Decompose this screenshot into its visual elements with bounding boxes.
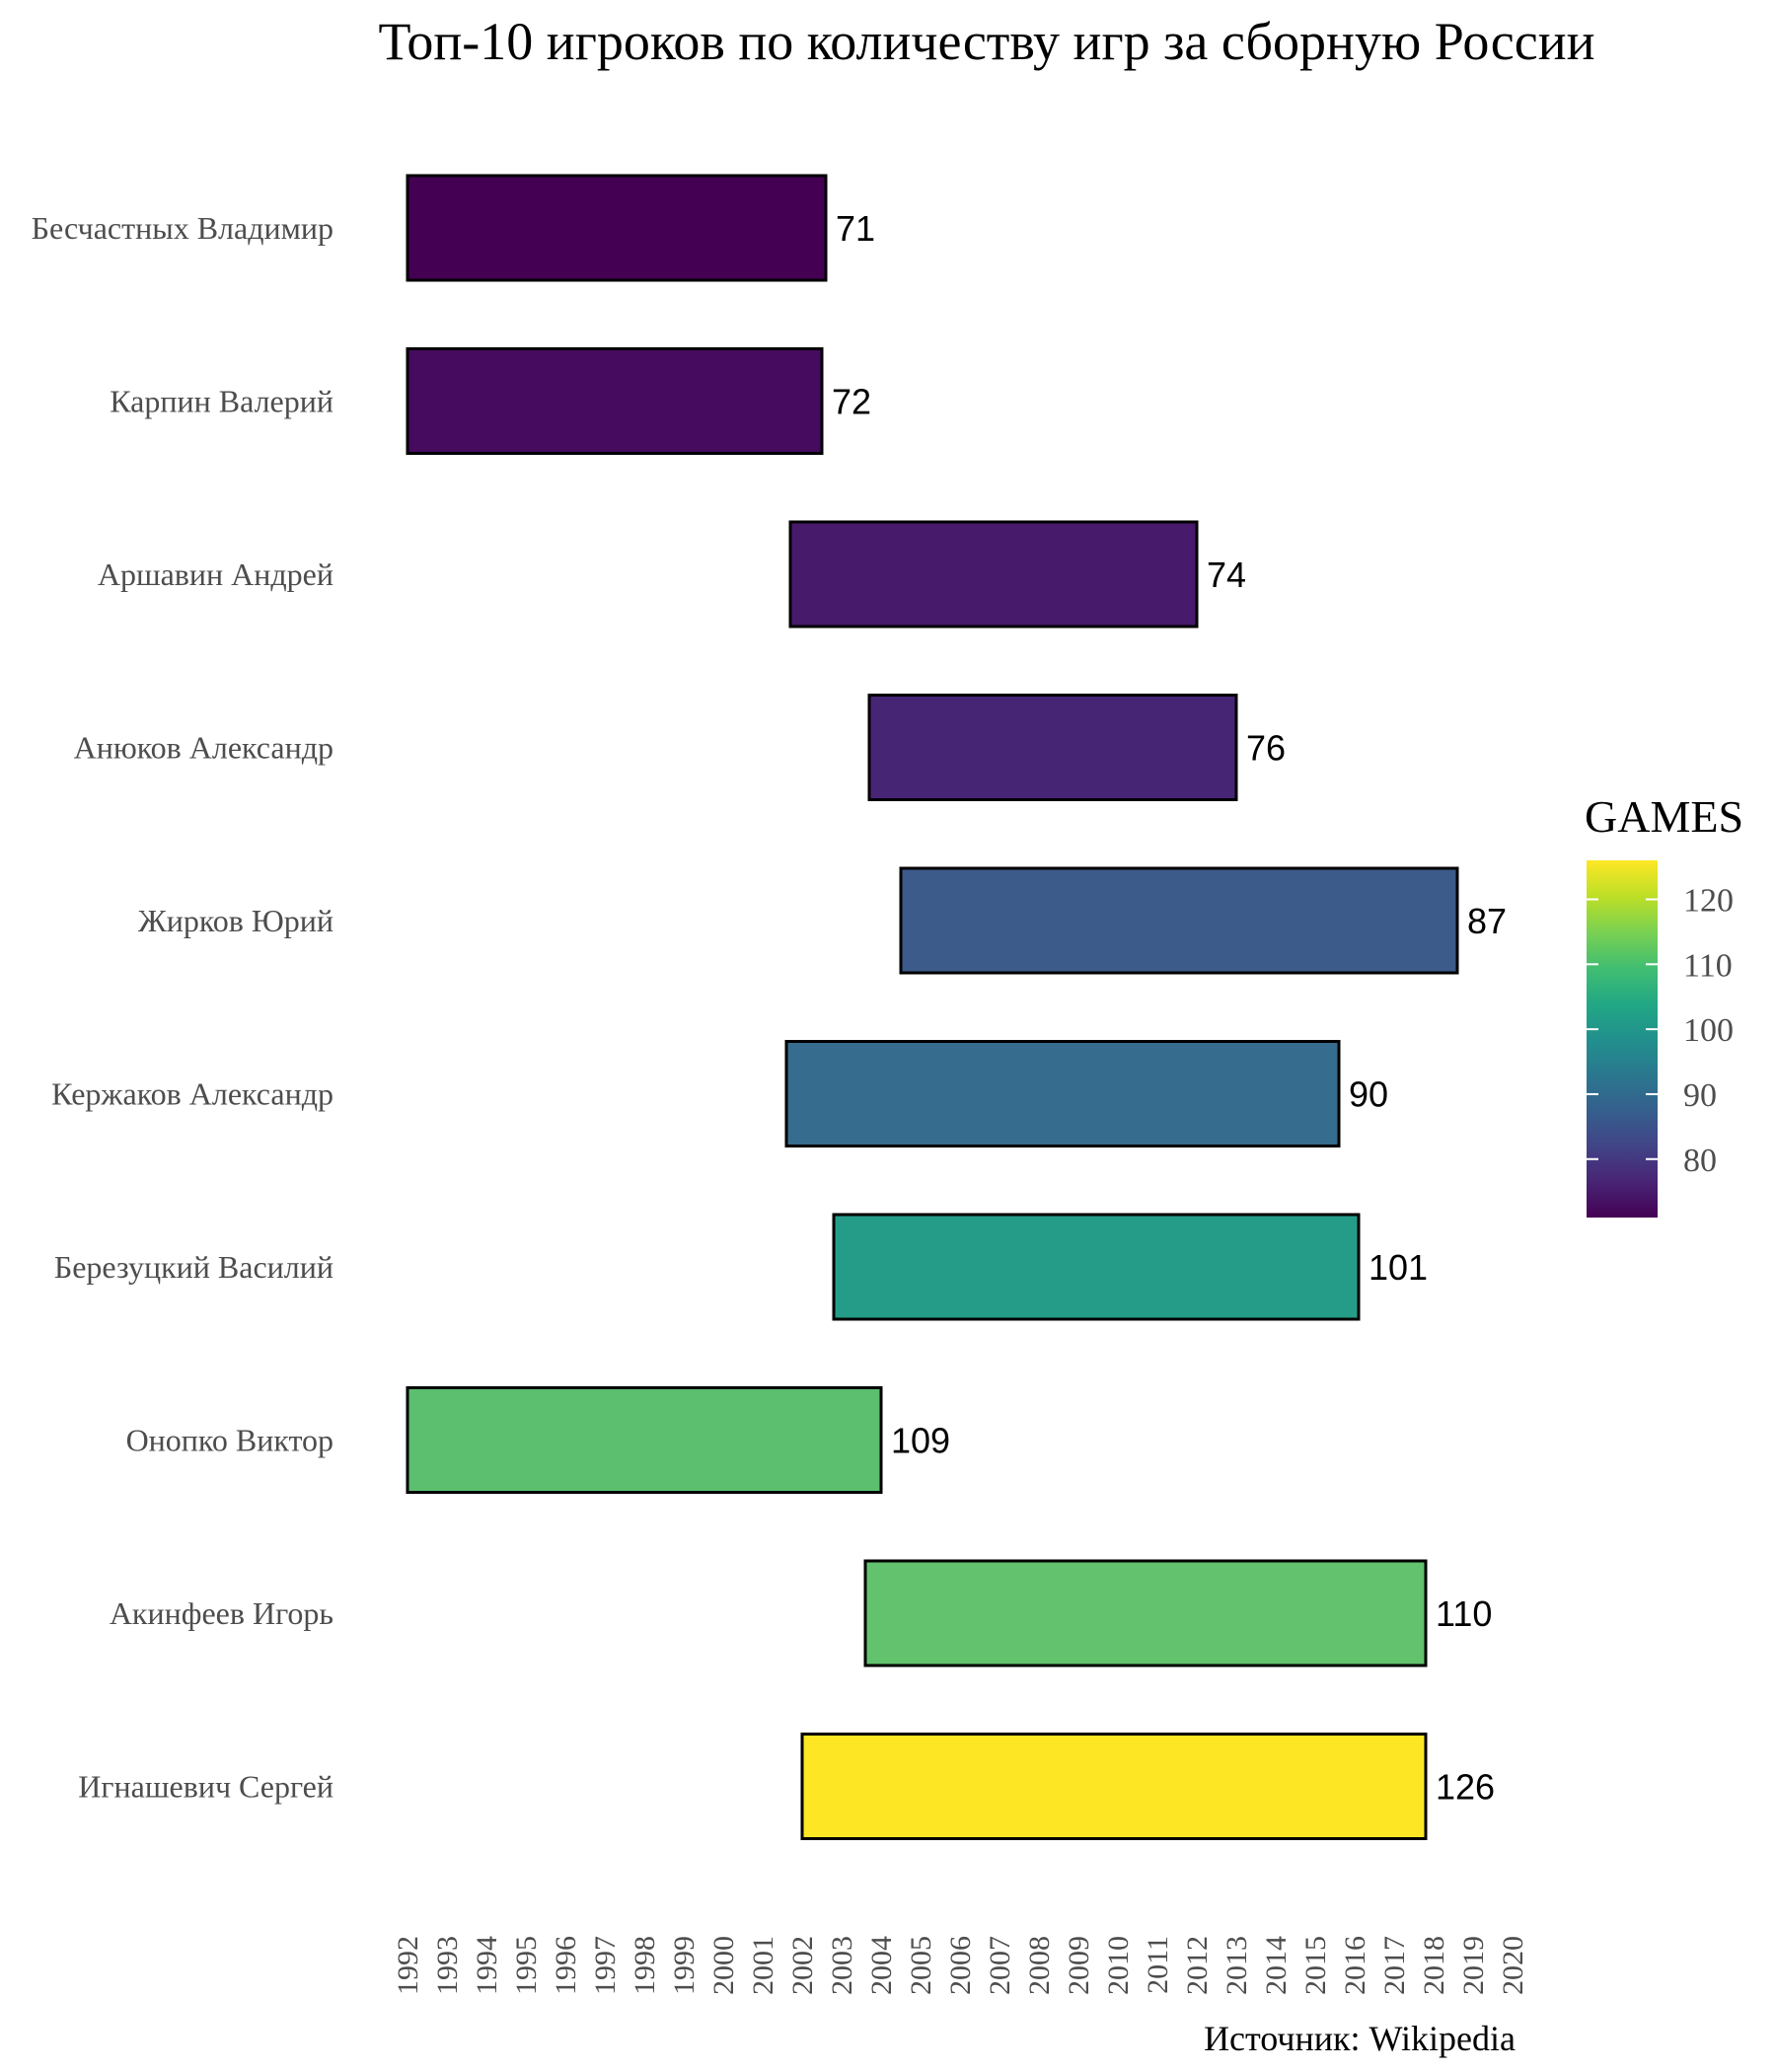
- x-tick-label: 2010: [1102, 1936, 1135, 1995]
- legend-tick-label: 100: [1683, 1012, 1734, 1049]
- x-tick-label: 2012: [1181, 1936, 1214, 1995]
- x-tick-label: 2019: [1457, 1936, 1490, 1995]
- data-label: 71: [836, 208, 875, 249]
- data-label: 90: [1349, 1074, 1388, 1115]
- x-tick-label: 1999: [668, 1936, 701, 1995]
- x-tick-label: 1997: [589, 1936, 622, 1995]
- bar: [788, 520, 1199, 629]
- x-tick-label: 2008: [1023, 1936, 1056, 1995]
- bar: [832, 1213, 1361, 1321]
- data-label: 110: [1436, 1593, 1492, 1634]
- x-tick-label: 1993: [431, 1936, 464, 1995]
- data-label: 76: [1246, 728, 1286, 769]
- bar: [867, 694, 1238, 801]
- bar: [406, 174, 828, 282]
- bar: [863, 1559, 1428, 1667]
- x-tick-label: 2005: [905, 1936, 937, 1995]
- x-tick-label: 2002: [786, 1936, 819, 1995]
- x-tick-label: 2006: [944, 1936, 977, 1995]
- y-tick-label: Игнашевич Сергей: [78, 1769, 333, 1805]
- y-tick-label: Акинфеев Игорь: [110, 1595, 333, 1631]
- x-tick-label: 1998: [629, 1936, 661, 1995]
- x-tick-label: 1994: [471, 1936, 503, 1995]
- y-tick-label: Онопко Виктор: [126, 1423, 333, 1458]
- data-label: 87: [1467, 901, 1507, 941]
- legend-ticks: 80 90 100 110 120: [1587, 882, 1734, 1179]
- data-label: 126: [1436, 1767, 1495, 1808]
- x-tick-label: 1996: [550, 1936, 582, 1995]
- y-tick-label: Кержаков Александр: [51, 1076, 333, 1112]
- y-axis-labels: Бесчастных Владимир Карпин Валерий Аршавин…: [32, 210, 333, 1805]
- bar: [800, 1733, 1428, 1840]
- data-label: 72: [832, 382, 871, 422]
- bar: [406, 347, 824, 455]
- x-tick-label: 2001: [747, 1936, 779, 1995]
- x-tick-label: 2018: [1418, 1936, 1450, 1995]
- x-tick-label: 2011: [1142, 1936, 1174, 1994]
- legend-colorbar: [1587, 860, 1658, 1218]
- x-tick-label: 2004: [865, 1936, 898, 1995]
- x-tick-label: 1992: [392, 1936, 424, 1995]
- legend-tick-label: 90: [1683, 1077, 1717, 1114]
- y-tick-label: Карпин Валерий: [110, 384, 333, 419]
- x-tick-label: 2016: [1339, 1936, 1371, 1995]
- x-tick-label: 2014: [1260, 1936, 1293, 1995]
- legend-tick-label: 120: [1683, 882, 1734, 919]
- x-axis-ticks: 1992 1993 1994 1995 1996 1997 1998 1999 2000 2001…: [392, 1936, 1529, 1995]
- x-tick-label: 2013: [1221, 1936, 1253, 1995]
- x-tick-label: 2017: [1378, 1936, 1411, 1995]
- x-tick-label: 2015: [1299, 1936, 1332, 1995]
- data-label: 109: [891, 1421, 950, 1461]
- x-tick-label: 2007: [984, 1936, 1016, 1995]
- x-tick-label: 1995: [510, 1936, 543, 1995]
- y-tick-label: Анюков Александр: [74, 730, 333, 766]
- bar: [784, 1040, 1341, 1147]
- y-tick-label: Березуцкий Василий: [54, 1249, 333, 1285]
- data-label: 101: [1369, 1247, 1428, 1288]
- x-tick-label: 2020: [1497, 1936, 1529, 1995]
- bars-layer: 71 72 74 76 87 90 101 109 110 126: [406, 174, 1507, 1840]
- chart-caption: Источник: Wikipedia: [1204, 2019, 1516, 2058]
- legend-tick-label: 80: [1683, 1143, 1717, 1179]
- x-tick-label: 2009: [1063, 1936, 1095, 1995]
- data-label: 74: [1207, 555, 1246, 595]
- legend-tick-label: 110: [1683, 947, 1733, 984]
- y-tick-label: Аршавин Андрей: [98, 556, 333, 592]
- x-tick-label: 2003: [826, 1936, 858, 1995]
- bar: [406, 1386, 883, 1494]
- x-tick-label: 2000: [707, 1936, 740, 1995]
- chart-title: Топ-10 игроков по количеству игр за сбор…: [378, 12, 1594, 71]
- legend-title: GAMES: [1585, 791, 1743, 842]
- bar: [899, 866, 1459, 975]
- y-tick-label: Жирков Юрий: [138, 903, 333, 938]
- y-tick-label: Бесчастных Владимир: [32, 210, 333, 246]
- legend: GAMES 80 90 100 110 120: [1585, 791, 1743, 1218]
